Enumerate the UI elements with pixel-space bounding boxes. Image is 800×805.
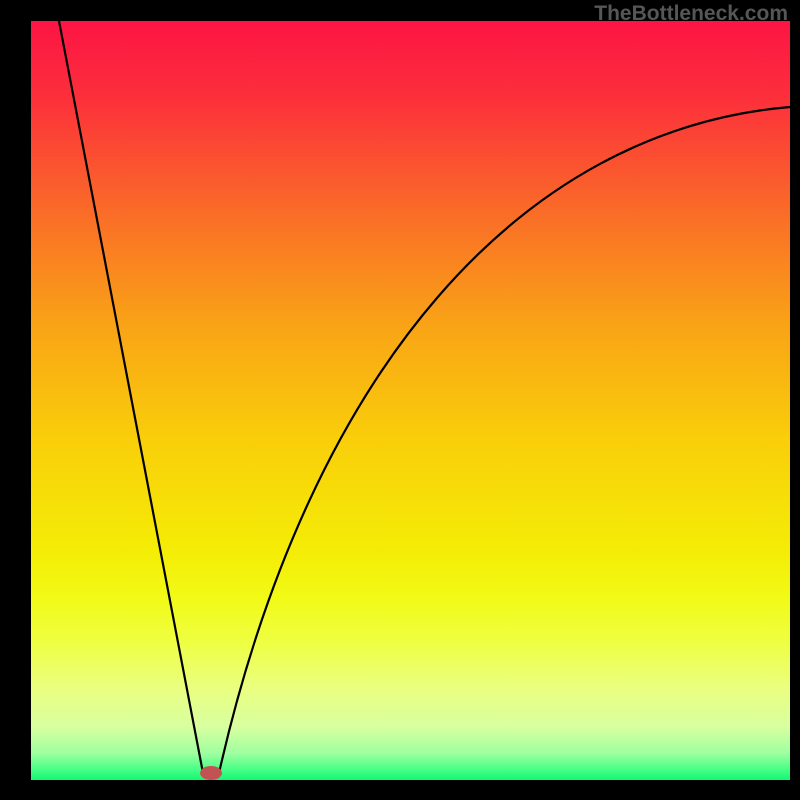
plot-area-gradient: [31, 21, 790, 780]
bottleneck-chart-svg: [0, 0, 800, 800]
optimal-point-marker: [200, 766, 222, 780]
watermark-text: TheBottleneck.com: [594, 2, 788, 26]
chart-container: TheBottleneck.com: [0, 0, 800, 800]
